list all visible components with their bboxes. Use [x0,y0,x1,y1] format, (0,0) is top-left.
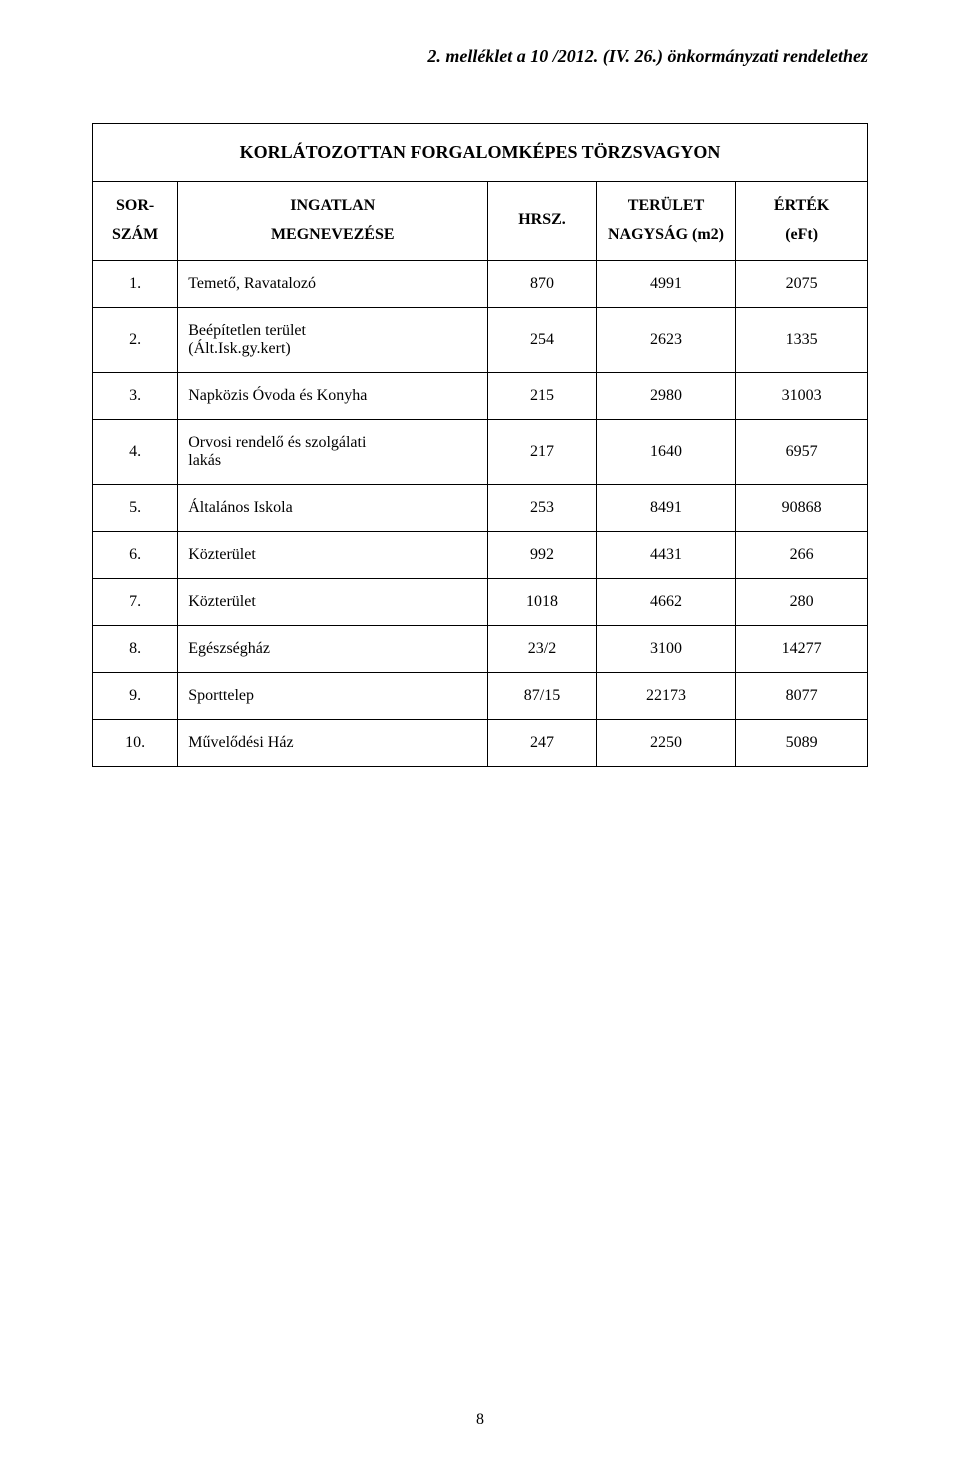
cell-ter: 2980 [596,372,736,419]
table-row: 4.Orvosi rendelő és szolgálatilakás21716… [93,419,868,484]
cell-name: Napközis Óvoda és Konyha [178,372,488,419]
cell-sor: 10. [93,719,178,766]
cell-name: Művelődési Ház [178,719,488,766]
cell-hrsz: 247 [488,719,597,766]
col-ert-l1: ÉRTÉK [774,197,829,214]
cell-sor: 1. [93,260,178,307]
cell-name: Egészségház [178,625,488,672]
cell-name: Orvosi rendelő és szolgálatilakás [178,419,488,484]
asset-table: SOR- SZÁM INGATLAN MEGNEVEZÉSE HRSZ. TER… [92,181,868,767]
table-row: 1.Temető, Ravatalozó87049912075 [93,260,868,307]
col-sor-l1: SOR- [116,197,154,214]
page-number: 8 [0,1411,960,1429]
table-row: 8.Egészségház23/2310014277 [93,625,868,672]
cell-ert: 5089 [736,719,868,766]
cell-sor: 2. [93,307,178,372]
col-ter: TERÜLET NAGYSÁG (m2) [596,182,736,261]
table-row: 10.Művelődési Ház24722505089 [93,719,868,766]
cell-name: Temető, Ravatalozó [178,260,488,307]
cell-sor: 9. [93,672,178,719]
cell-hrsz: 87/15 [488,672,597,719]
col-ert: ÉRTÉK (eFt) [736,182,868,261]
col-sor: SOR- SZÁM [93,182,178,261]
cell-hrsz: 1018 [488,578,597,625]
cell-sor: 8. [93,625,178,672]
cell-hrsz: 217 [488,419,597,484]
cell-ter: 22173 [596,672,736,719]
table-row: 3.Napközis Óvoda és Konyha215298031003 [93,372,868,419]
col-ter-l2: NAGYSÁG (m2) [608,226,724,243]
cell-ert: 14277 [736,625,868,672]
col-sor-l2: SZÁM [112,226,158,243]
cell-name: Általános Iskola [178,484,488,531]
col-hrsz: HRSZ. [488,182,597,261]
cell-ert: 8077 [736,672,868,719]
cell-hrsz: 215 [488,372,597,419]
cell-hrsz: 254 [488,307,597,372]
cell-ert: 6957 [736,419,868,484]
cell-ert: 1335 [736,307,868,372]
cell-hrsz: 992 [488,531,597,578]
table-row: 9.Sporttelep87/15221738077 [93,672,868,719]
cell-ert: 280 [736,578,868,625]
cell-ert: 31003 [736,372,868,419]
table-row: 5.Általános Iskola253849190868 [93,484,868,531]
cell-sor: 4. [93,419,178,484]
table-row: 6.Közterület9924431266 [93,531,868,578]
cell-name: Közterület [178,531,488,578]
table-header-row: SOR- SZÁM INGATLAN MEGNEVEZÉSE HRSZ. TER… [93,182,868,261]
col-ter-l1: TERÜLET [628,197,704,214]
cell-ert: 266 [736,531,868,578]
cell-name: Beépítetlen terület(Ált.Isk.gy.kert) [178,307,488,372]
cell-ert: 90868 [736,484,868,531]
cell-ter: 1640 [596,419,736,484]
cell-name: Közterület [178,578,488,625]
table-title: KORLÁTOZOTTAN FORGALOMKÉPES TÖRZSVAGYON [92,123,868,181]
cell-hrsz: 870 [488,260,597,307]
cell-ter: 3100 [596,625,736,672]
col-ert-l2: (eFt) [785,226,818,243]
cell-ter: 2250 [596,719,736,766]
cell-name: Sporttelep [178,672,488,719]
cell-sor: 7. [93,578,178,625]
cell-ert: 2075 [736,260,868,307]
cell-sor: 5. [93,484,178,531]
cell-hrsz: 23/2 [488,625,597,672]
cell-sor: 6. [93,531,178,578]
col-name-l2: MEGNEVEZÉSE [271,226,395,243]
page: 2. melléklet a 10 /2012. (IV. 26.) önkor… [0,0,960,1475]
table-row: 7.Közterület10184662280 [93,578,868,625]
cell-ter: 4662 [596,578,736,625]
cell-hrsz: 253 [488,484,597,531]
col-name-l1: INGATLAN [290,197,375,214]
cell-sor: 3. [93,372,178,419]
cell-ter: 4991 [596,260,736,307]
cell-ter: 8491 [596,484,736,531]
page-header: 2. melléklet a 10 /2012. (IV. 26.) önkor… [92,46,868,67]
col-name: INGATLAN MEGNEVEZÉSE [178,182,488,261]
cell-ter: 2623 [596,307,736,372]
table-row: 2.Beépítetlen terület(Ált.Isk.gy.kert)25… [93,307,868,372]
cell-ter: 4431 [596,531,736,578]
